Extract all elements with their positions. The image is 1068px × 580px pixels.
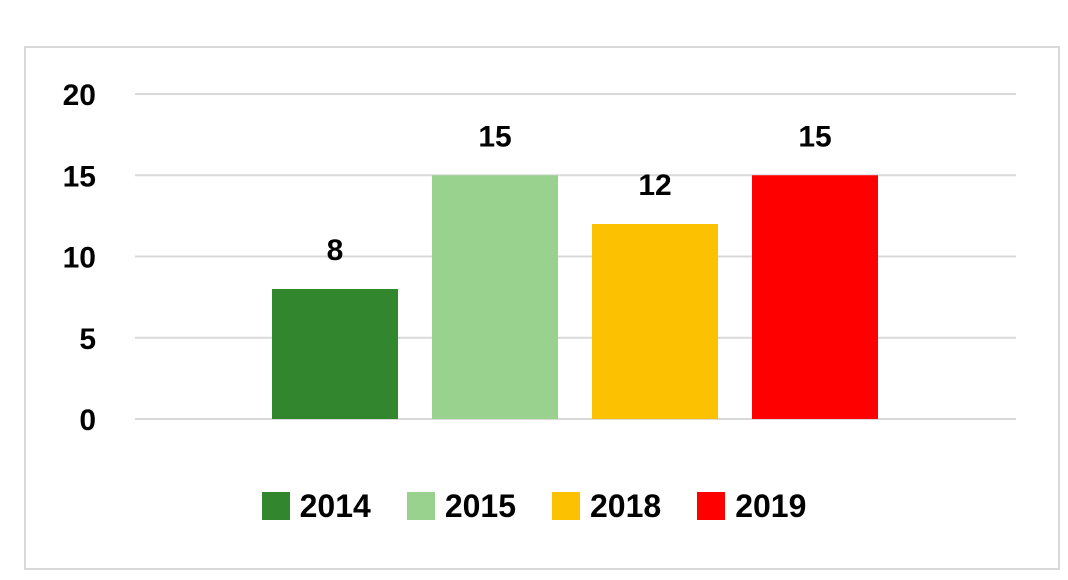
data-label-2019: 15 <box>798 120 831 153</box>
legend-item-2014: 2014 <box>261 487 371 525</box>
y-tick-label: 5 <box>79 323 96 356</box>
y-tick-label: 0 <box>79 404 96 437</box>
y-tick-label: 10 <box>63 242 96 275</box>
legend-swatch-2014 <box>261 492 290 520</box>
legend-label-2014: 2014 <box>299 487 371 524</box>
legend-swatch-2019 <box>697 492 726 520</box>
data-label-2018: 12 <box>638 169 671 202</box>
legend-label-2019: 2019 <box>735 487 807 524</box>
legend-item-2019: 2019 <box>697 488 806 525</box>
legend-item-2018: 2018 <box>552 488 661 525</box>
legend-label-2015: 2015 <box>444 487 516 524</box>
legend-swatch-2015 <box>406 492 435 520</box>
legend-item-2015: 2015 <box>406 487 516 525</box>
legend-swatch-2018 <box>552 492 580 520</box>
legend-label-2018: 2018 <box>590 487 662 524</box>
bar-2014 <box>272 289 398 419</box>
y-tick-label: 20 <box>63 79 96 112</box>
bar-2018 <box>592 224 718 419</box>
bar-2015 <box>432 175 558 419</box>
data-label-2015: 15 <box>478 120 511 153</box>
data-label-2014: 8 <box>327 234 344 267</box>
y-tick-label: 15 <box>63 160 96 193</box>
bar-2019 <box>752 175 878 419</box>
chart-legend: 2014 2015 2018 2019 <box>0 486 1068 526</box>
